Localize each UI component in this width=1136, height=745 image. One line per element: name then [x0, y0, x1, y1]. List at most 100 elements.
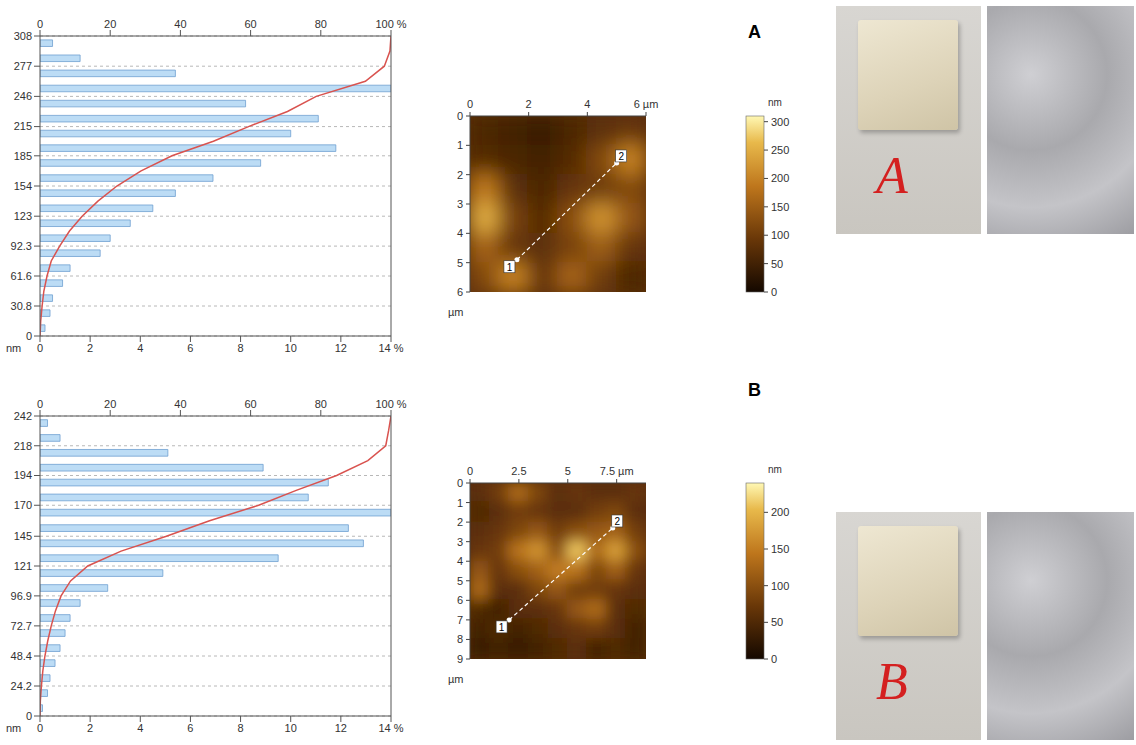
svg-text:100: 100	[771, 580, 789, 592]
svg-text:0: 0	[37, 18, 43, 30]
svg-text:0: 0	[771, 286, 777, 298]
svg-text:60: 60	[244, 398, 256, 410]
svg-text:4: 4	[457, 227, 463, 239]
svg-text:0: 0	[37, 722, 43, 734]
svg-text:3: 3	[457, 198, 463, 210]
svg-text:40: 40	[174, 398, 186, 410]
svg-text:170: 170	[14, 499, 32, 511]
svg-text:8: 8	[457, 633, 463, 645]
svg-text:2: 2	[618, 151, 624, 162]
svg-text:10: 10	[285, 342, 297, 354]
svg-text:2: 2	[87, 722, 93, 734]
svg-text:0: 0	[457, 477, 463, 489]
svg-text:4: 4	[584, 98, 590, 110]
svg-text:5: 5	[457, 257, 463, 269]
svg-text:200: 200	[771, 506, 789, 518]
svg-text:0: 0	[771, 653, 777, 665]
svg-text:0: 0	[467, 465, 473, 477]
svg-text:5: 5	[457, 575, 463, 587]
svg-text:14 %: 14 %	[378, 722, 403, 734]
svg-text:100 %: 100 %	[375, 398, 406, 410]
svg-text:nm: nm	[768, 464, 782, 475]
svg-text:242: 242	[14, 410, 32, 422]
svg-text:100 %: 100 %	[375, 18, 406, 30]
svg-text:8: 8	[238, 722, 244, 734]
svg-text:7.5 µm: 7.5 µm	[600, 465, 634, 477]
svg-text:2: 2	[526, 98, 532, 110]
svg-text:40: 40	[174, 18, 186, 30]
svg-text:30.8: 30.8	[11, 300, 32, 312]
svg-text:123: 123	[14, 210, 32, 222]
svg-text:6: 6	[457, 286, 463, 298]
svg-text:µm: µm	[448, 306, 464, 318]
svg-text:61.6: 61.6	[11, 270, 32, 282]
svg-text:0: 0	[26, 710, 32, 722]
svg-text:6: 6	[187, 722, 193, 734]
svg-text:150: 150	[771, 543, 789, 555]
svg-text:1: 1	[457, 497, 463, 509]
svg-text:14 %: 14 %	[378, 342, 403, 354]
svg-text:nm: nm	[768, 97, 782, 108]
svg-text:2: 2	[87, 342, 93, 354]
svg-text:80: 80	[315, 398, 327, 410]
svg-text:80: 80	[315, 18, 327, 30]
svg-text:200: 200	[771, 172, 789, 184]
svg-text:4: 4	[137, 722, 143, 734]
svg-text:96.9: 96.9	[11, 590, 32, 602]
svg-text:6: 6	[187, 342, 193, 354]
svg-text:50: 50	[771, 616, 783, 628]
svg-text:48.4: 48.4	[11, 650, 32, 662]
svg-text:92.3: 92.3	[11, 240, 32, 252]
svg-text:121: 121	[14, 560, 32, 572]
svg-text:2: 2	[614, 516, 620, 527]
svg-text:9: 9	[457, 653, 463, 665]
svg-text:218: 218	[14, 440, 32, 452]
svg-text:150: 150	[771, 201, 789, 213]
html-text:A: A	[876, 147, 908, 204]
svg-text:300: 300	[771, 116, 789, 128]
svg-text:6: 6	[457, 594, 463, 606]
html-text:B: B	[748, 380, 761, 400]
svg-text:1: 1	[457, 139, 463, 151]
svg-text:7: 7	[457, 614, 463, 626]
svg-text:µm: µm	[448, 673, 464, 685]
svg-text:4: 4	[137, 342, 143, 354]
svg-text:246: 246	[14, 90, 32, 102]
svg-text:0: 0	[37, 342, 43, 354]
svg-text:0: 0	[467, 98, 473, 110]
svg-text:72.7: 72.7	[11, 620, 32, 632]
html-text:nm: nm	[6, 342, 22, 354]
svg-text:20: 20	[104, 398, 116, 410]
svg-text:277: 277	[14, 60, 32, 72]
svg-text:3: 3	[457, 536, 463, 548]
svg-text:154: 154	[14, 180, 32, 192]
svg-text:100: 100	[771, 229, 789, 241]
svg-text:10: 10	[285, 722, 297, 734]
svg-text:2: 2	[457, 169, 463, 181]
svg-text:308: 308	[14, 30, 32, 42]
svg-text:20: 20	[104, 18, 116, 30]
svg-text:50: 50	[771, 258, 783, 270]
svg-text:2.5: 2.5	[511, 465, 526, 477]
html-text:A: A	[748, 22, 761, 42]
svg-text:6 µm: 6 µm	[634, 98, 659, 110]
html-text:B: B	[876, 653, 908, 710]
svg-text:4: 4	[457, 555, 463, 567]
svg-text:12: 12	[335, 342, 347, 354]
svg-text:0: 0	[457, 110, 463, 122]
svg-text:215: 215	[14, 120, 32, 132]
svg-text:12: 12	[335, 722, 347, 734]
svg-text:194: 194	[14, 469, 32, 481]
svg-text:24.2: 24.2	[11, 680, 32, 692]
svg-text:5: 5	[565, 465, 571, 477]
svg-text:185: 185	[14, 150, 32, 162]
svg-text:60: 60	[244, 18, 256, 30]
svg-text:0: 0	[37, 398, 43, 410]
svg-text:2: 2	[457, 516, 463, 528]
svg-text:0: 0	[26, 330, 32, 342]
svg-text:8: 8	[238, 342, 244, 354]
svg-text:250: 250	[771, 144, 789, 156]
svg-text:1: 1	[499, 622, 505, 633]
svg-text:1: 1	[507, 262, 513, 273]
svg-text:145: 145	[14, 530, 32, 542]
